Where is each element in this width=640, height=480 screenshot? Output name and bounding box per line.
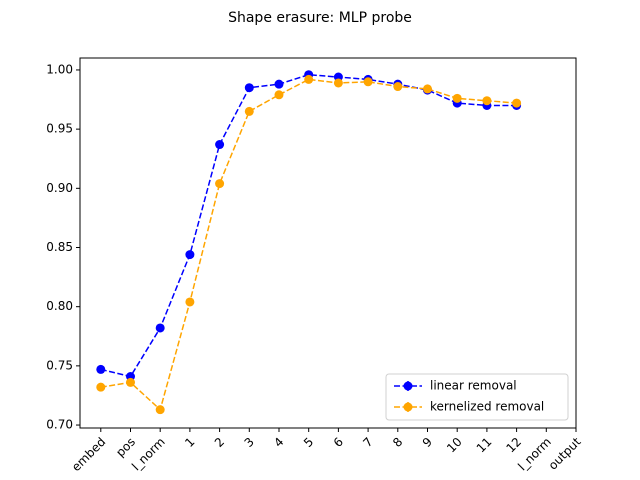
data-point (393, 82, 403, 92)
data-point (244, 106, 254, 116)
data-point (185, 250, 195, 260)
data-point (274, 79, 284, 89)
data-point (96, 364, 106, 374)
legend-label: kernelized removal (430, 400, 544, 414)
series-line (100, 73, 517, 378)
x-tick-label: l_norm (129, 435, 168, 474)
chart-title: Shape erasure: MLP probe (228, 10, 412, 26)
y-tick-label: 0.85 (46, 240, 73, 254)
data-point (155, 405, 165, 415)
data-point (125, 377, 135, 387)
y-tick-label: 0.70 (46, 418, 73, 432)
data-point (304, 74, 314, 84)
x-tick-label: l_norm (515, 435, 554, 474)
y-tick-label: 0.80 (46, 299, 73, 313)
x-tick-label: 12 (503, 435, 524, 456)
series-line (100, 78, 517, 412)
x-tick-label: 11 (474, 435, 495, 456)
plot-frame (79, 57, 577, 429)
x-tick-label: 9 (420, 435, 435, 450)
x-tick-label: 4 (271, 435, 286, 450)
data-point (363, 77, 373, 87)
data-point (244, 83, 254, 93)
y-tick-label: 0.95 (46, 122, 73, 136)
y-tick-label: 0.90 (46, 181, 73, 195)
y-tick-label: 1.00 (46, 62, 73, 76)
data-point (185, 297, 195, 307)
x-tick-label: 1 (182, 435, 197, 450)
x-tick-label: pos (113, 435, 138, 460)
data-point (333, 78, 343, 88)
x-tick-label: 10 (444, 435, 465, 456)
data-point (274, 90, 284, 100)
legend-marker (403, 381, 413, 391)
x-tick-label: 5 (301, 435, 316, 450)
x-tick-label: output (546, 434, 584, 472)
x-tick-label: 2 (212, 435, 227, 450)
data-point (215, 140, 225, 150)
legend-marker (403, 402, 413, 412)
x-tick-label: 3 (242, 435, 257, 450)
x-tick-label: 8 (390, 435, 405, 450)
data-point (215, 179, 225, 189)
data-point (96, 382, 106, 392)
legend-label: linear removal (430, 379, 517, 393)
y-tick-label: 0.75 (46, 358, 73, 372)
legend-box (385, 373, 569, 421)
x-tick-label: embed (69, 435, 108, 474)
data-point (155, 323, 165, 333)
x-tick-label: 6 (331, 435, 346, 450)
data-point (512, 98, 522, 108)
data-point (422, 84, 432, 94)
data-point (482, 96, 492, 106)
x-tick-label: 7 (360, 435, 375, 450)
data-point (452, 93, 462, 103)
